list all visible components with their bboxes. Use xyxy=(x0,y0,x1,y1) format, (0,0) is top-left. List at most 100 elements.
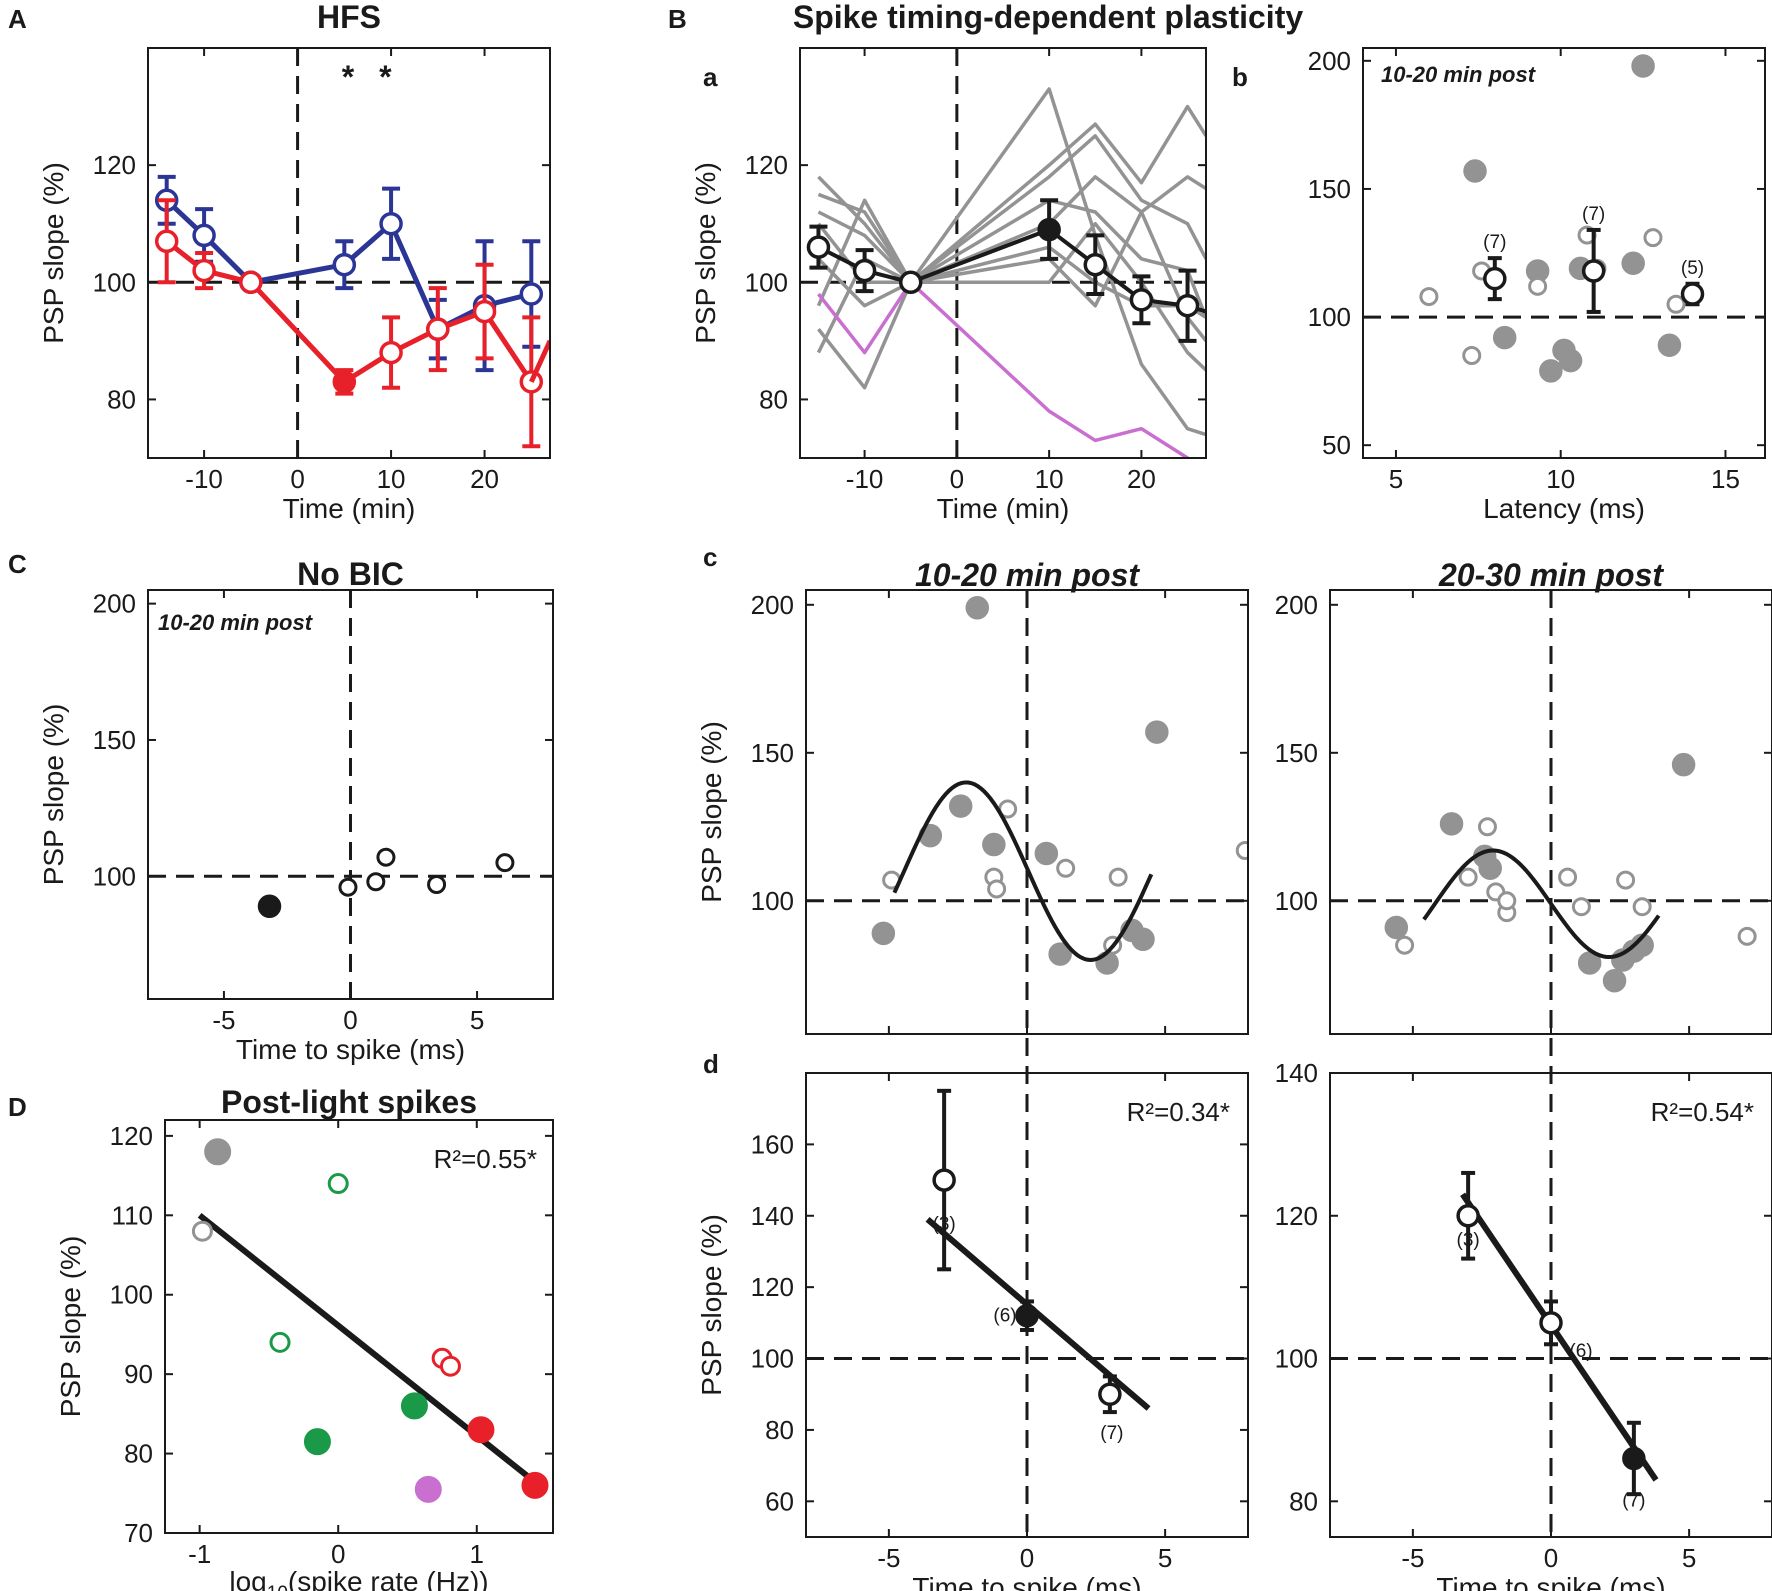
filled-marker xyxy=(521,1471,549,1499)
open-marker xyxy=(379,211,403,236)
open-marker xyxy=(1539,1311,1563,1335)
x-axis-label: Time (min) xyxy=(283,493,416,524)
plot-area xyxy=(1330,752,1772,993)
open-marker xyxy=(932,1168,956,1192)
open-marker xyxy=(898,270,923,295)
open-marker xyxy=(1419,287,1439,307)
y-tick-label: 200 xyxy=(751,590,794,620)
x-tick-label: 15 xyxy=(1711,464,1740,494)
open-marker xyxy=(852,258,877,283)
y-tick-label: 140 xyxy=(1275,1058,1318,1088)
filled-marker xyxy=(1131,927,1155,952)
y-tick-label: 140 xyxy=(751,1201,794,1231)
open-marker xyxy=(1458,867,1478,887)
filled-marker xyxy=(400,1392,428,1420)
significance-stars: * * xyxy=(342,59,400,95)
r-squared-annotation: R²=0.55* xyxy=(434,1144,537,1174)
individual-line xyxy=(817,87,1206,437)
filled-marker xyxy=(1671,752,1696,777)
open-marker xyxy=(427,874,447,894)
open-marker xyxy=(192,258,216,283)
y-tick-label: 120 xyxy=(93,150,136,180)
x-tick-label: 10 xyxy=(1035,464,1064,494)
filled-marker xyxy=(1492,325,1517,350)
n-label: (7) xyxy=(1622,1490,1645,1511)
y-tick-label: 100 xyxy=(751,886,794,916)
y-tick-label: 100 xyxy=(93,267,136,297)
n-label: (6) xyxy=(1569,1341,1592,1362)
r-squared-annotation: R²=0.54* xyxy=(1651,1097,1754,1127)
y-tick-label: 80 xyxy=(124,1439,153,1469)
filled-marker xyxy=(1463,159,1487,183)
open-marker xyxy=(1666,294,1686,314)
x-tick-label: -10 xyxy=(185,464,223,494)
y-tick-label: 100 xyxy=(745,267,788,297)
x-tick-label: -1 xyxy=(188,1539,211,1569)
open-marker xyxy=(379,340,403,365)
open-marker xyxy=(376,847,396,867)
y-tick-label: 80 xyxy=(765,1415,794,1445)
subpanel-letter-b: b xyxy=(1232,62,1248,92)
fit-curve xyxy=(1422,848,1661,960)
x-tick-label: -5 xyxy=(877,1543,900,1573)
filled-marker xyxy=(257,894,282,919)
y-tick-label: 200 xyxy=(1308,46,1351,76)
panel-letter-D: D xyxy=(8,1092,27,1122)
y-tick-label: 100 xyxy=(1275,886,1318,916)
open-marker xyxy=(1581,259,1606,283)
open-marker xyxy=(1558,867,1578,887)
open-marker xyxy=(1129,288,1154,312)
n-label: (5) xyxy=(1681,258,1704,279)
individual-line xyxy=(817,175,1206,390)
open-marker xyxy=(1462,346,1482,365)
y-axis-label: PSP slope (%) xyxy=(696,1214,727,1396)
y-tick-label: 90 xyxy=(124,1359,153,1389)
open-marker xyxy=(239,270,263,295)
x-tick-label: 0 xyxy=(1020,1543,1034,1573)
chart-Bd1: (3) (6) (7) -5 0 5 60 80 100 120 140 160 Time to spi… xyxy=(696,1072,1249,1591)
open-marker xyxy=(154,229,179,254)
filled-marker xyxy=(965,596,990,620)
open-marker xyxy=(1235,840,1248,860)
filled-marker xyxy=(1145,720,1169,744)
axes-frame xyxy=(1362,47,1766,459)
y-tick-label: 70 xyxy=(124,1518,153,1548)
filled-marker xyxy=(1048,942,1072,966)
x-tick-label: 1 xyxy=(470,1539,484,1569)
y-tick-label: 100 xyxy=(93,861,136,891)
x-tick-label: 20 xyxy=(1127,464,1156,494)
filled-marker xyxy=(1621,251,1645,275)
plot-area xyxy=(800,48,1206,458)
y-tick-label: 120 xyxy=(1275,1201,1318,1231)
filled-marker xyxy=(1439,812,1464,836)
subpanel-letter-d: d xyxy=(703,1049,719,1079)
x-tick-label: -5 xyxy=(1401,1543,1424,1573)
series-red xyxy=(154,198,544,449)
x-axis-label: Time to spike (ms) xyxy=(1436,1572,1665,1591)
filled-marker xyxy=(871,921,896,946)
filled-marker xyxy=(467,1416,495,1444)
x-tick-label: -5 xyxy=(212,1005,235,1035)
open-marker xyxy=(1483,266,1507,291)
x-tick-label: 0 xyxy=(331,1539,345,1569)
open-marker xyxy=(1083,252,1108,277)
filled-marker xyxy=(1478,856,1502,880)
open-marker xyxy=(806,235,831,259)
open-marker xyxy=(472,299,497,324)
r-squared-annotation: R²=0.34* xyxy=(1127,1097,1230,1127)
x-tick-label: -10 xyxy=(846,464,884,494)
filled-marker xyxy=(948,794,973,818)
plot-area xyxy=(148,48,550,458)
filled-marker xyxy=(1539,359,1563,383)
n-label: (6) xyxy=(993,1306,1016,1327)
section-title: Spike timing-dependent plasticity xyxy=(793,0,1304,35)
panel-letter-A: A xyxy=(8,4,27,34)
chart-Bb: (7) (7) (5) 5 10 15 50 100 150 200 Latency (ms) 10-… xyxy=(1308,46,1766,524)
filled-marker xyxy=(982,832,1006,857)
y-tick-label: 80 xyxy=(759,384,788,414)
plot-area xyxy=(806,596,1248,975)
panel-letter-C: C xyxy=(8,549,27,579)
x-axis-label-part: 10 xyxy=(267,1583,288,1591)
